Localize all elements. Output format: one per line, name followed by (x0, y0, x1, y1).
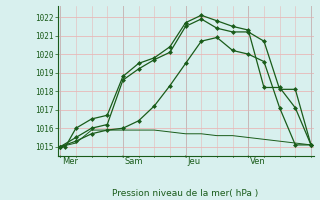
Text: Ven: Ven (250, 157, 266, 166)
Text: Pression niveau de la mer( hPa ): Pression niveau de la mer( hPa ) (112, 189, 259, 198)
Text: Jeu: Jeu (187, 157, 200, 166)
Text: Mer: Mer (62, 157, 78, 166)
Text: Sam: Sam (124, 157, 143, 166)
